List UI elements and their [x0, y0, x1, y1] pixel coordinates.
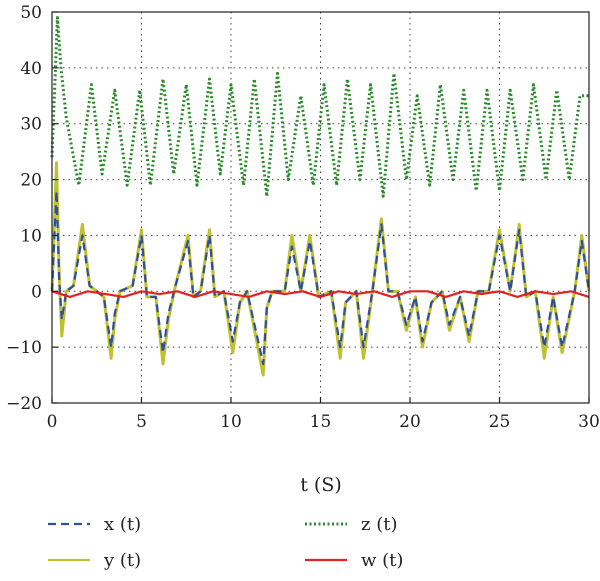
- y-tick-label: 40: [20, 59, 42, 79]
- legend-label: x (t): [104, 514, 141, 535]
- x-axis-label: t (S): [300, 474, 342, 496]
- series-line-wt: [51, 290, 590, 298]
- legend: x (t) y (t) z (t) w (t): [48, 514, 403, 571]
- x-tick-label: 30: [578, 412, 600, 432]
- grid-lines: [52, 12, 589, 403]
- legend-label: y (t): [103, 550, 141, 571]
- series-line-xt: [50, 189, 591, 365]
- x-tick-label: 5: [136, 412, 147, 432]
- axis-ticks: 0 5 10 15 20 25 30 −20 −10 0 10 20 30 40 50: [6, 3, 600, 432]
- x-tick-label: 20: [399, 412, 421, 432]
- x-tick-label: 15: [310, 412, 332, 432]
- legend-label: z (t): [361, 514, 397, 535]
- y-tick-label: 10: [20, 226, 42, 246]
- legend-label: w (t): [361, 550, 403, 571]
- y-tick-label: 20: [20, 171, 42, 191]
- y-tick-label: 0: [31, 282, 42, 302]
- x-tick-label: 25: [489, 412, 511, 432]
- series-lines: [50, 16, 591, 377]
- y-tick-label: −20: [6, 394, 42, 414]
- series-line-yt: [50, 161, 591, 377]
- y-tick-label: −10: [6, 338, 42, 358]
- x-tick-label: 0: [47, 412, 58, 432]
- plot-frame: [51, 11, 590, 404]
- y-tick-label: 50: [20, 3, 42, 23]
- series-line-zt: [50, 16, 589, 198]
- y-tick-label: 30: [20, 115, 42, 135]
- x-tick-label: 10: [220, 412, 242, 432]
